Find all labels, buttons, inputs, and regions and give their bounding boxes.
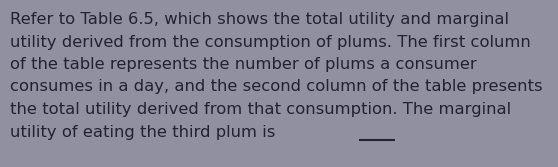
Text: consumes in a day, and the second column of the table presents: consumes in a day, and the second column… — [10, 79, 542, 95]
Text: Refer to Table 6.5, which shows the total utility and marginal: Refer to Table 6.5, which shows the tota… — [10, 12, 509, 27]
Text: utility derived from the consumption of plums. The first column: utility derived from the consumption of … — [10, 35, 531, 49]
Text: the total utility derived from that consumption. The marginal: the total utility derived from that cons… — [10, 102, 511, 117]
Text: utility of eating the third plum is: utility of eating the third plum is — [10, 125, 281, 139]
Text: of the table represents the number of plums a consumer: of the table represents the number of pl… — [10, 57, 477, 72]
Text: utility of eating the third plum is: utility of eating the third plum is — [10, 125, 281, 139]
